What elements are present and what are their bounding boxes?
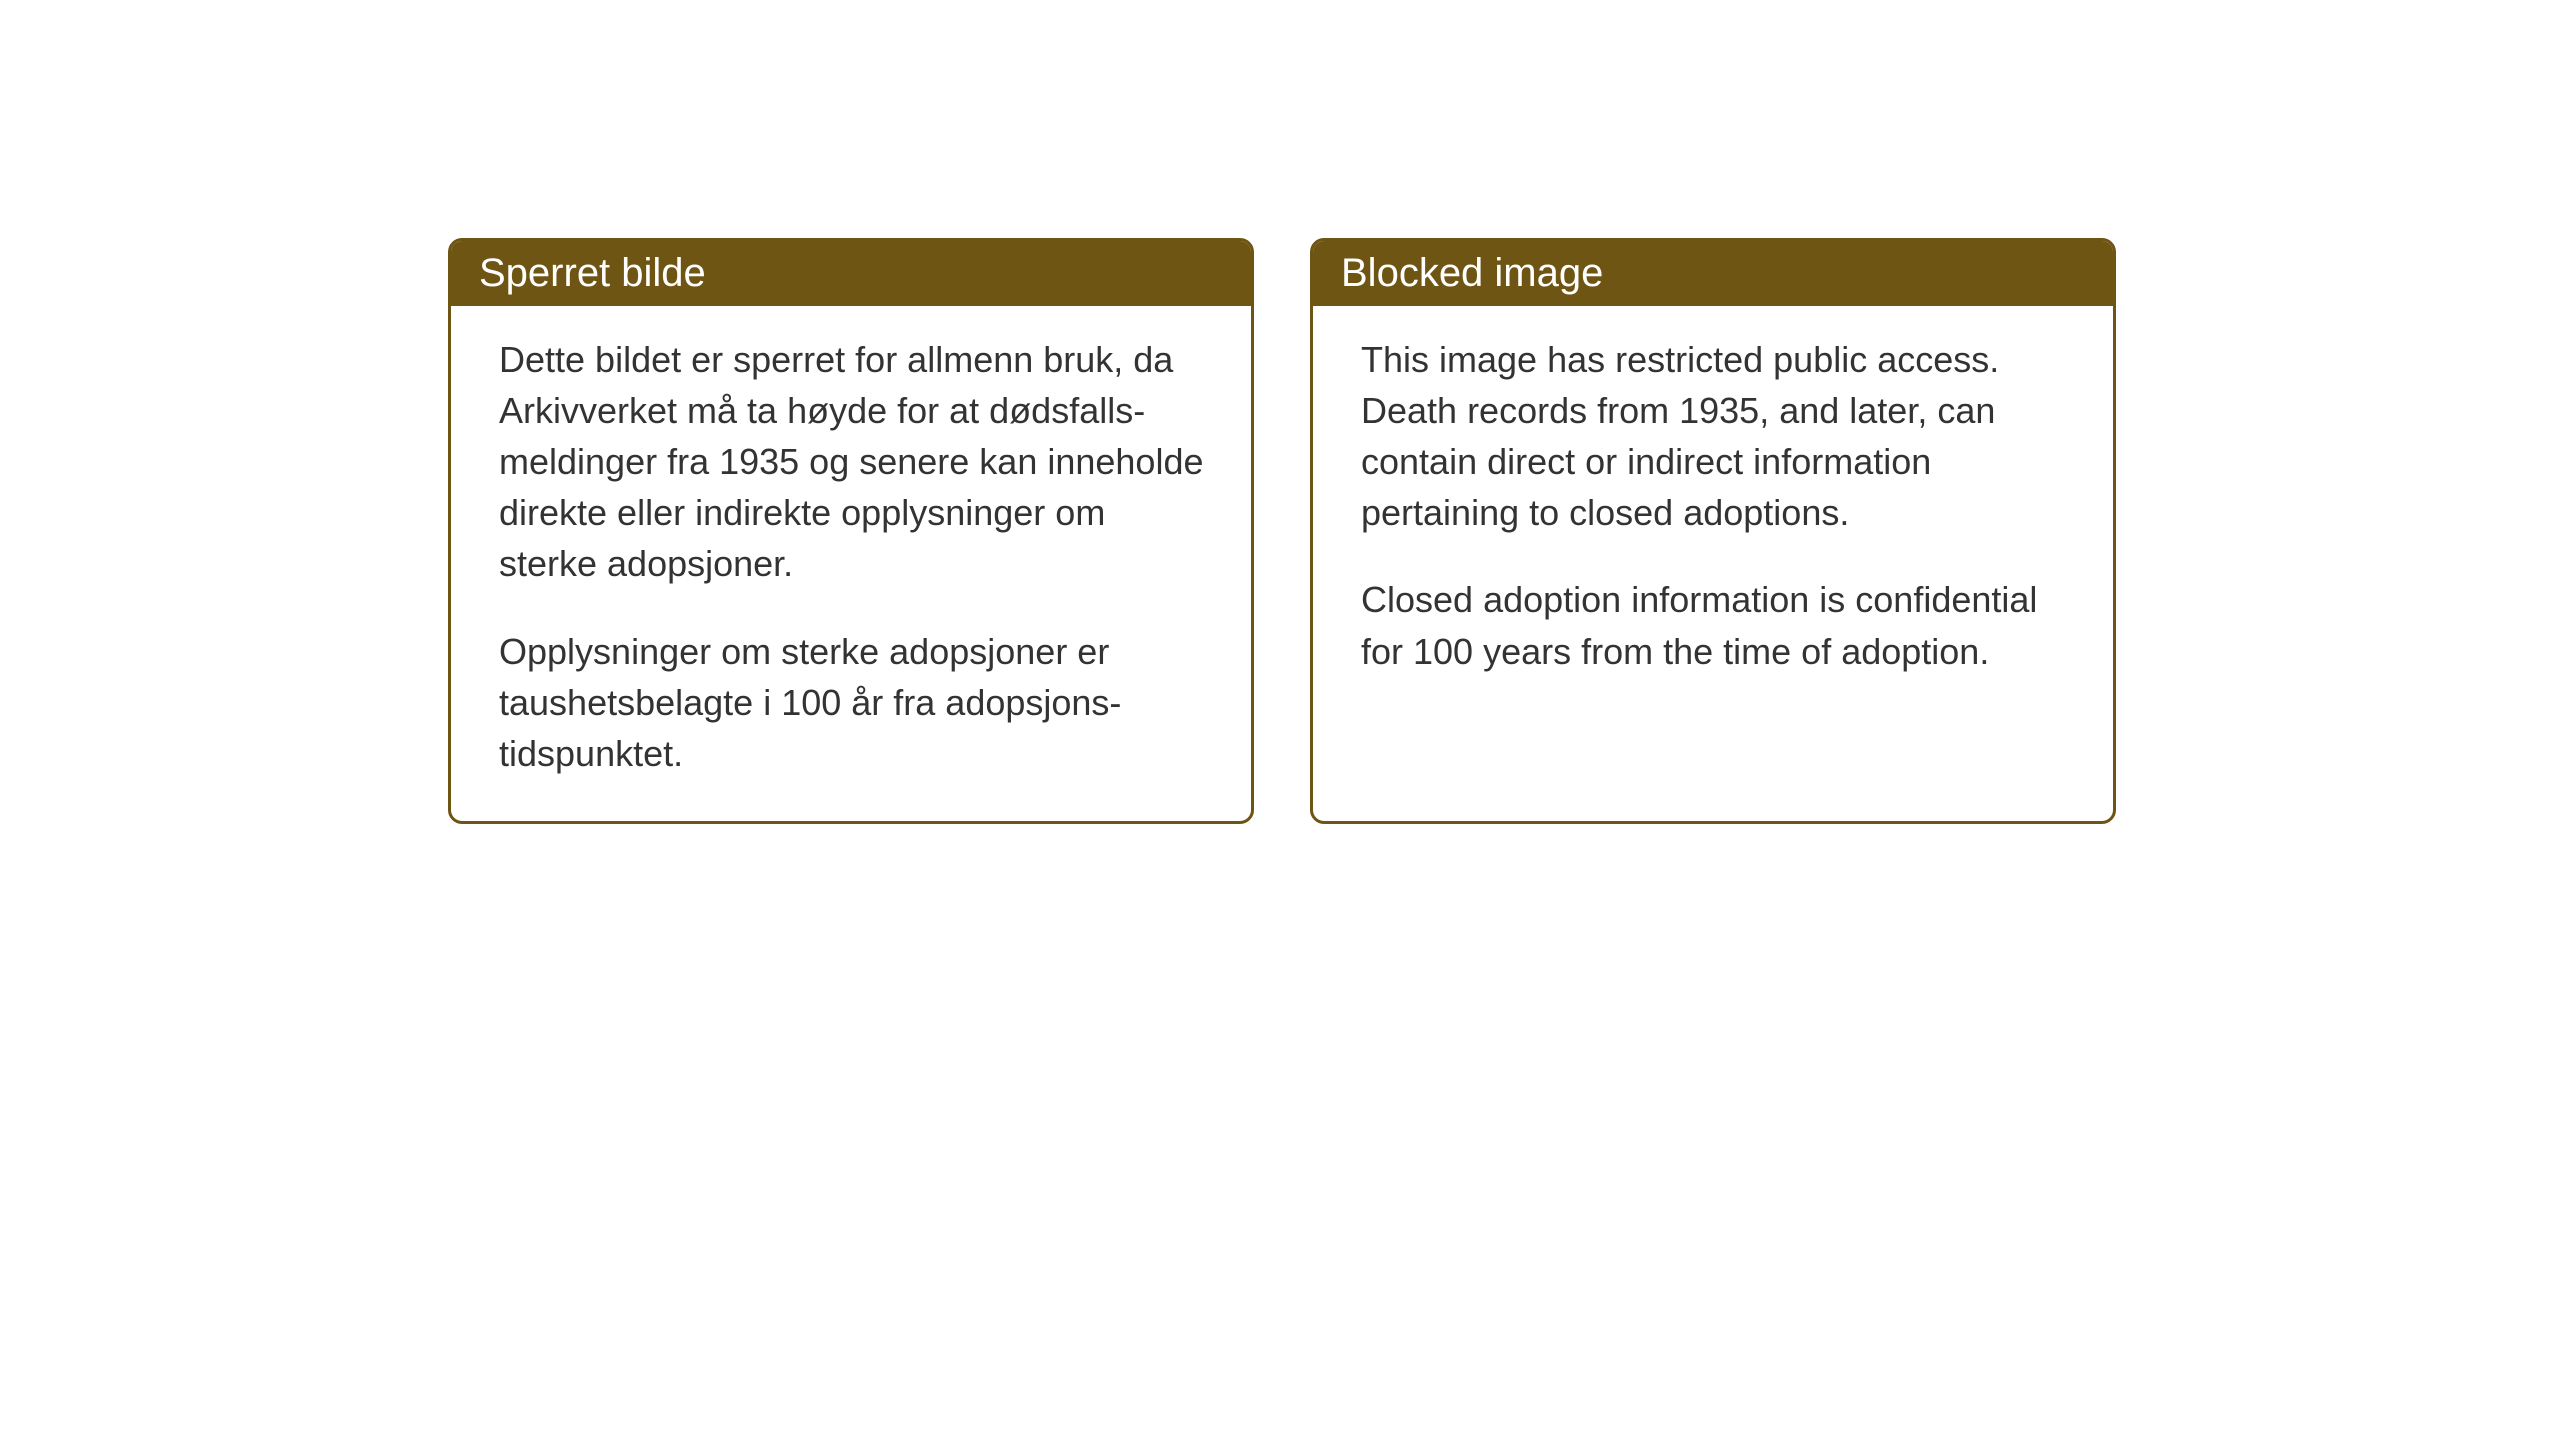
notice-box-english: Blocked image This image has restricted … xyxy=(1310,238,2116,824)
notice-paragraph-2-english: Closed adoption information is confident… xyxy=(1361,574,2069,676)
notice-title-english: Blocked image xyxy=(1341,251,1603,295)
notice-body-english: This image has restricted public access.… xyxy=(1313,306,2113,719)
notice-paragraph-1-norwegian: Dette bildet er sperret for allmenn bruk… xyxy=(499,334,1207,590)
notice-box-norwegian: Sperret bilde Dette bildet er sperret fo… xyxy=(448,238,1254,824)
notice-paragraph-2-norwegian: Opplysninger om sterke adopsjoner er tau… xyxy=(499,626,1207,779)
notice-paragraph-1-english: This image has restricted public access.… xyxy=(1361,334,2069,538)
notices-container: Sperret bilde Dette bildet er sperret fo… xyxy=(448,238,2116,824)
notice-body-norwegian: Dette bildet er sperret for allmenn bruk… xyxy=(451,306,1251,821)
notice-header-norwegian: Sperret bilde xyxy=(451,241,1251,306)
notice-header-english: Blocked image xyxy=(1313,241,2113,306)
notice-title-norwegian: Sperret bilde xyxy=(479,251,706,295)
